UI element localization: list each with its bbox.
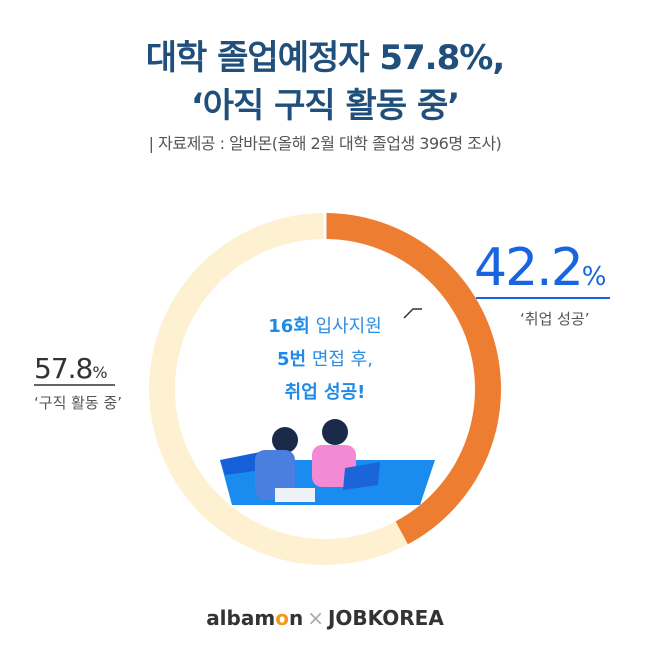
center-line3: 취업 성공! (284, 382, 366, 403)
label-success-text: ‘취업 성공’ (520, 310, 590, 328)
label-searching-text: ‘구직 활동 중’ (34, 394, 123, 412)
label-searching-value: 57.8% (34, 352, 108, 385)
source-note: | 자료제공 : 알바몬(올해 2월 대학 졸업생 396명 조사) (148, 134, 502, 153)
callout-line (403, 308, 422, 319)
center-line1: 16회 입사지원 (268, 316, 382, 337)
center-line2: 5번 면접 후, (277, 349, 373, 370)
footer-logos: albamon × JOBKOREA (206, 606, 444, 630)
title-line2: ‘아직 구직 활동 중’ (190, 86, 460, 126)
title-line1: 대학 졸업예정자 57.8%, (145, 38, 506, 78)
donut-slice-searching (149, 213, 408, 565)
jobkorea-logo: JOBKOREA (327, 606, 444, 630)
illustration (220, 419, 435, 505)
donut-slice-success (324, 213, 501, 545)
label-success-value: 42.2% (474, 238, 606, 298)
albamon-logo: albamon (206, 606, 304, 630)
